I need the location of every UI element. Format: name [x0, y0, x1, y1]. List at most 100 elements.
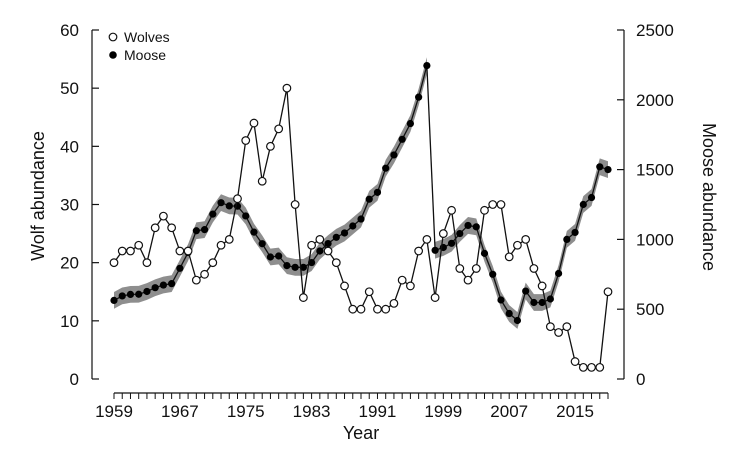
left-y-tick-label: 30 — [60, 196, 79, 215]
moose-point — [596, 163, 604, 171]
left-y-tick-label: 20 — [60, 254, 79, 273]
wolves-point — [389, 298, 399, 308]
moose-point — [283, 262, 291, 270]
moose-point — [530, 298, 538, 307]
wolves-point — [224, 234, 234, 244]
moose-point — [373, 188, 382, 196]
moose-point — [538, 298, 546, 307]
moose-point — [571, 228, 579, 237]
moose-point — [365, 195, 373, 203]
wolves-point — [578, 362, 588, 372]
wolves-point — [356, 304, 366, 314]
wolves-point — [406, 281, 415, 291]
wolves-point — [233, 194, 242, 204]
x-tick-label: 2015 — [556, 402, 594, 421]
wolves-point — [150, 223, 160, 233]
moose-confidence-band — [114, 57, 608, 329]
moose-point — [398, 135, 406, 143]
moose-point — [242, 212, 250, 220]
x-tick-label: 1983 — [293, 402, 331, 421]
wolves-point — [570, 357, 580, 366]
wolves-point — [323, 246, 333, 256]
wolves-point — [249, 118, 259, 128]
moose-point — [291, 263, 299, 271]
moose-point — [456, 229, 464, 238]
wolves-point — [373, 304, 382, 314]
wolves-point — [142, 258, 152, 268]
wolves-point — [488, 200, 498, 209]
wolves-point — [274, 124, 284, 134]
moose-line — [113, 65, 609, 322]
moose-point — [176, 264, 184, 272]
left-y-tick-label: 0 — [70, 370, 79, 389]
wolves-point — [134, 240, 144, 250]
moose-point — [217, 199, 225, 207]
moose-point — [143, 287, 151, 296]
left-y-tick-label: 40 — [60, 137, 79, 156]
moose-point — [258, 240, 266, 248]
left-y-tick-label: 60 — [60, 21, 79, 40]
wolves-point — [545, 322, 555, 332]
wolves-point — [167, 223, 177, 233]
wolves-point — [200, 269, 209, 279]
legend-wolves-label: Wolves — [124, 29, 170, 45]
moose-point — [604, 166, 612, 174]
moose-point — [135, 290, 143, 298]
moose-point — [382, 164, 390, 172]
right-y-tick-label: 500 — [636, 300, 664, 319]
wolves-point — [529, 264, 539, 273]
moose-point — [464, 221, 472, 230]
moose-point — [423, 62, 431, 70]
x-tick-label: 1999 — [424, 402, 462, 421]
moose-point — [522, 287, 530, 295]
right-y-tick-label: 2500 — [636, 21, 674, 40]
right-y-tick-label: 0 — [636, 370, 645, 389]
moose-point — [480, 249, 489, 257]
moose-point — [587, 193, 596, 202]
right-y-axis-ticks: 0 500 1000 1500 2000 2500 — [617, 21, 674, 389]
wolves-series — [109, 83, 613, 372]
wolves-point — [438, 229, 448, 238]
wolves-point — [282, 83, 292, 93]
moose-point — [118, 292, 126, 300]
wolves-point — [183, 246, 193, 256]
wolves-point — [216, 240, 226, 250]
left-y-axis-ticks: 0 10 20 30 40 50 60 — [60, 21, 99, 389]
moose-point — [513, 316, 522, 325]
moose-point — [340, 229, 349, 237]
moose-point — [555, 269, 563, 278]
wolves-point — [257, 176, 267, 186]
wolves-point — [595, 362, 605, 372]
wolves-point — [521, 234, 531, 244]
moose-point — [563, 235, 571, 243]
wolves-point — [554, 328, 563, 337]
wolves-point — [537, 281, 547, 291]
wolves-point — [447, 205, 456, 215]
wolves-point — [117, 246, 127, 256]
moose-point — [250, 228, 258, 236]
wolves-point — [340, 281, 349, 291]
wolves-point — [126, 246, 135, 256]
wolves-point — [381, 304, 391, 314]
wolves-point — [348, 304, 358, 314]
wolves-point — [562, 322, 572, 332]
moose-point — [299, 263, 307, 271]
moose-point — [406, 119, 414, 128]
wolves-point — [587, 362, 596, 372]
moose-point — [168, 280, 176, 288]
wolves-point — [191, 275, 201, 285]
wolves-point — [471, 264, 481, 273]
wolves-point — [315, 234, 325, 244]
legend-moose-marker — [109, 51, 117, 59]
right-y-tick-label: 2000 — [636, 91, 674, 110]
moose-point — [126, 290, 135, 298]
moose-series — [110, 62, 612, 325]
moose-point — [200, 226, 209, 234]
right-y-tick-label: 1000 — [636, 230, 674, 249]
moose-point — [159, 281, 167, 289]
wolves-point — [364, 287, 374, 297]
moose-point — [579, 200, 587, 209]
x-axis-title: Year — [343, 423, 379, 443]
right-y-tick-label: 1500 — [636, 161, 674, 180]
moose-band-area — [114, 57, 608, 329]
